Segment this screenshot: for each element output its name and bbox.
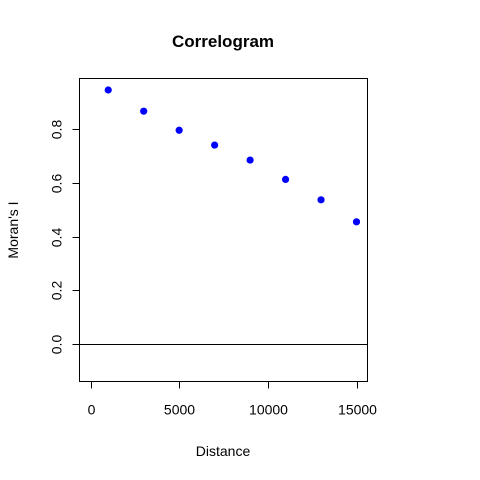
y-tick-label: 0.2 [49, 281, 65, 301]
plot-frame [79, 78, 368, 382]
data-point [175, 126, 183, 134]
x-tick-label: 15000 [338, 402, 377, 418]
x-tick-label: 10000 [249, 402, 288, 418]
data-point [317, 196, 325, 204]
y-axis-label: Moran's I [5, 201, 21, 258]
data-point [211, 141, 219, 149]
x-tick-label: 0 [88, 402, 96, 418]
data-point [281, 175, 290, 184]
y-tick-label: 0.8 [49, 120, 65, 140]
data-point [104, 86, 112, 94]
x-axis-label: Distance [196, 443, 251, 459]
x-axis: 0 5000 10000 15000 [88, 381, 377, 418]
y-tick-label: 0.0 [49, 335, 65, 355]
y-tick-label: 0.4 [49, 228, 65, 248]
y-tick-label: 0.6 [49, 174, 65, 194]
x-tick-label: 5000 [164, 402, 195, 418]
data-point [246, 156, 254, 164]
y-axis: 0.0 0.2 0.4 0.6 0.8 [49, 120, 80, 355]
chart-title: Correlogram [172, 32, 274, 51]
data-point [140, 107, 148, 115]
data-points [104, 86, 361, 226]
data-point [352, 218, 361, 226]
